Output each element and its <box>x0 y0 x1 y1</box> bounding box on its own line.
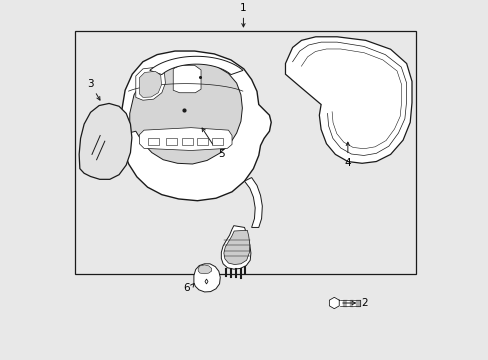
Bar <box>75 31 415 274</box>
Text: 5: 5 <box>218 149 224 159</box>
Polygon shape <box>139 71 161 97</box>
Text: 2: 2 <box>361 298 367 308</box>
Text: 1: 1 <box>240 3 246 13</box>
Polygon shape <box>79 103 132 179</box>
Polygon shape <box>221 226 250 269</box>
Polygon shape <box>173 65 201 93</box>
Polygon shape <box>285 37 411 163</box>
Polygon shape <box>224 230 249 265</box>
Bar <box>182 138 192 145</box>
Bar <box>148 138 159 145</box>
Polygon shape <box>329 297 339 309</box>
Bar <box>166 138 177 145</box>
Polygon shape <box>244 177 262 228</box>
Polygon shape <box>139 128 231 150</box>
Bar <box>197 138 208 145</box>
Text: 6: 6 <box>183 283 190 293</box>
Polygon shape <box>136 67 165 100</box>
Text: 3: 3 <box>87 79 94 89</box>
Text: 4: 4 <box>344 158 350 168</box>
Polygon shape <box>194 264 220 292</box>
Polygon shape <box>122 51 271 201</box>
Polygon shape <box>198 265 211 274</box>
Polygon shape <box>149 56 243 75</box>
Polygon shape <box>129 62 242 164</box>
Bar <box>212 138 223 145</box>
